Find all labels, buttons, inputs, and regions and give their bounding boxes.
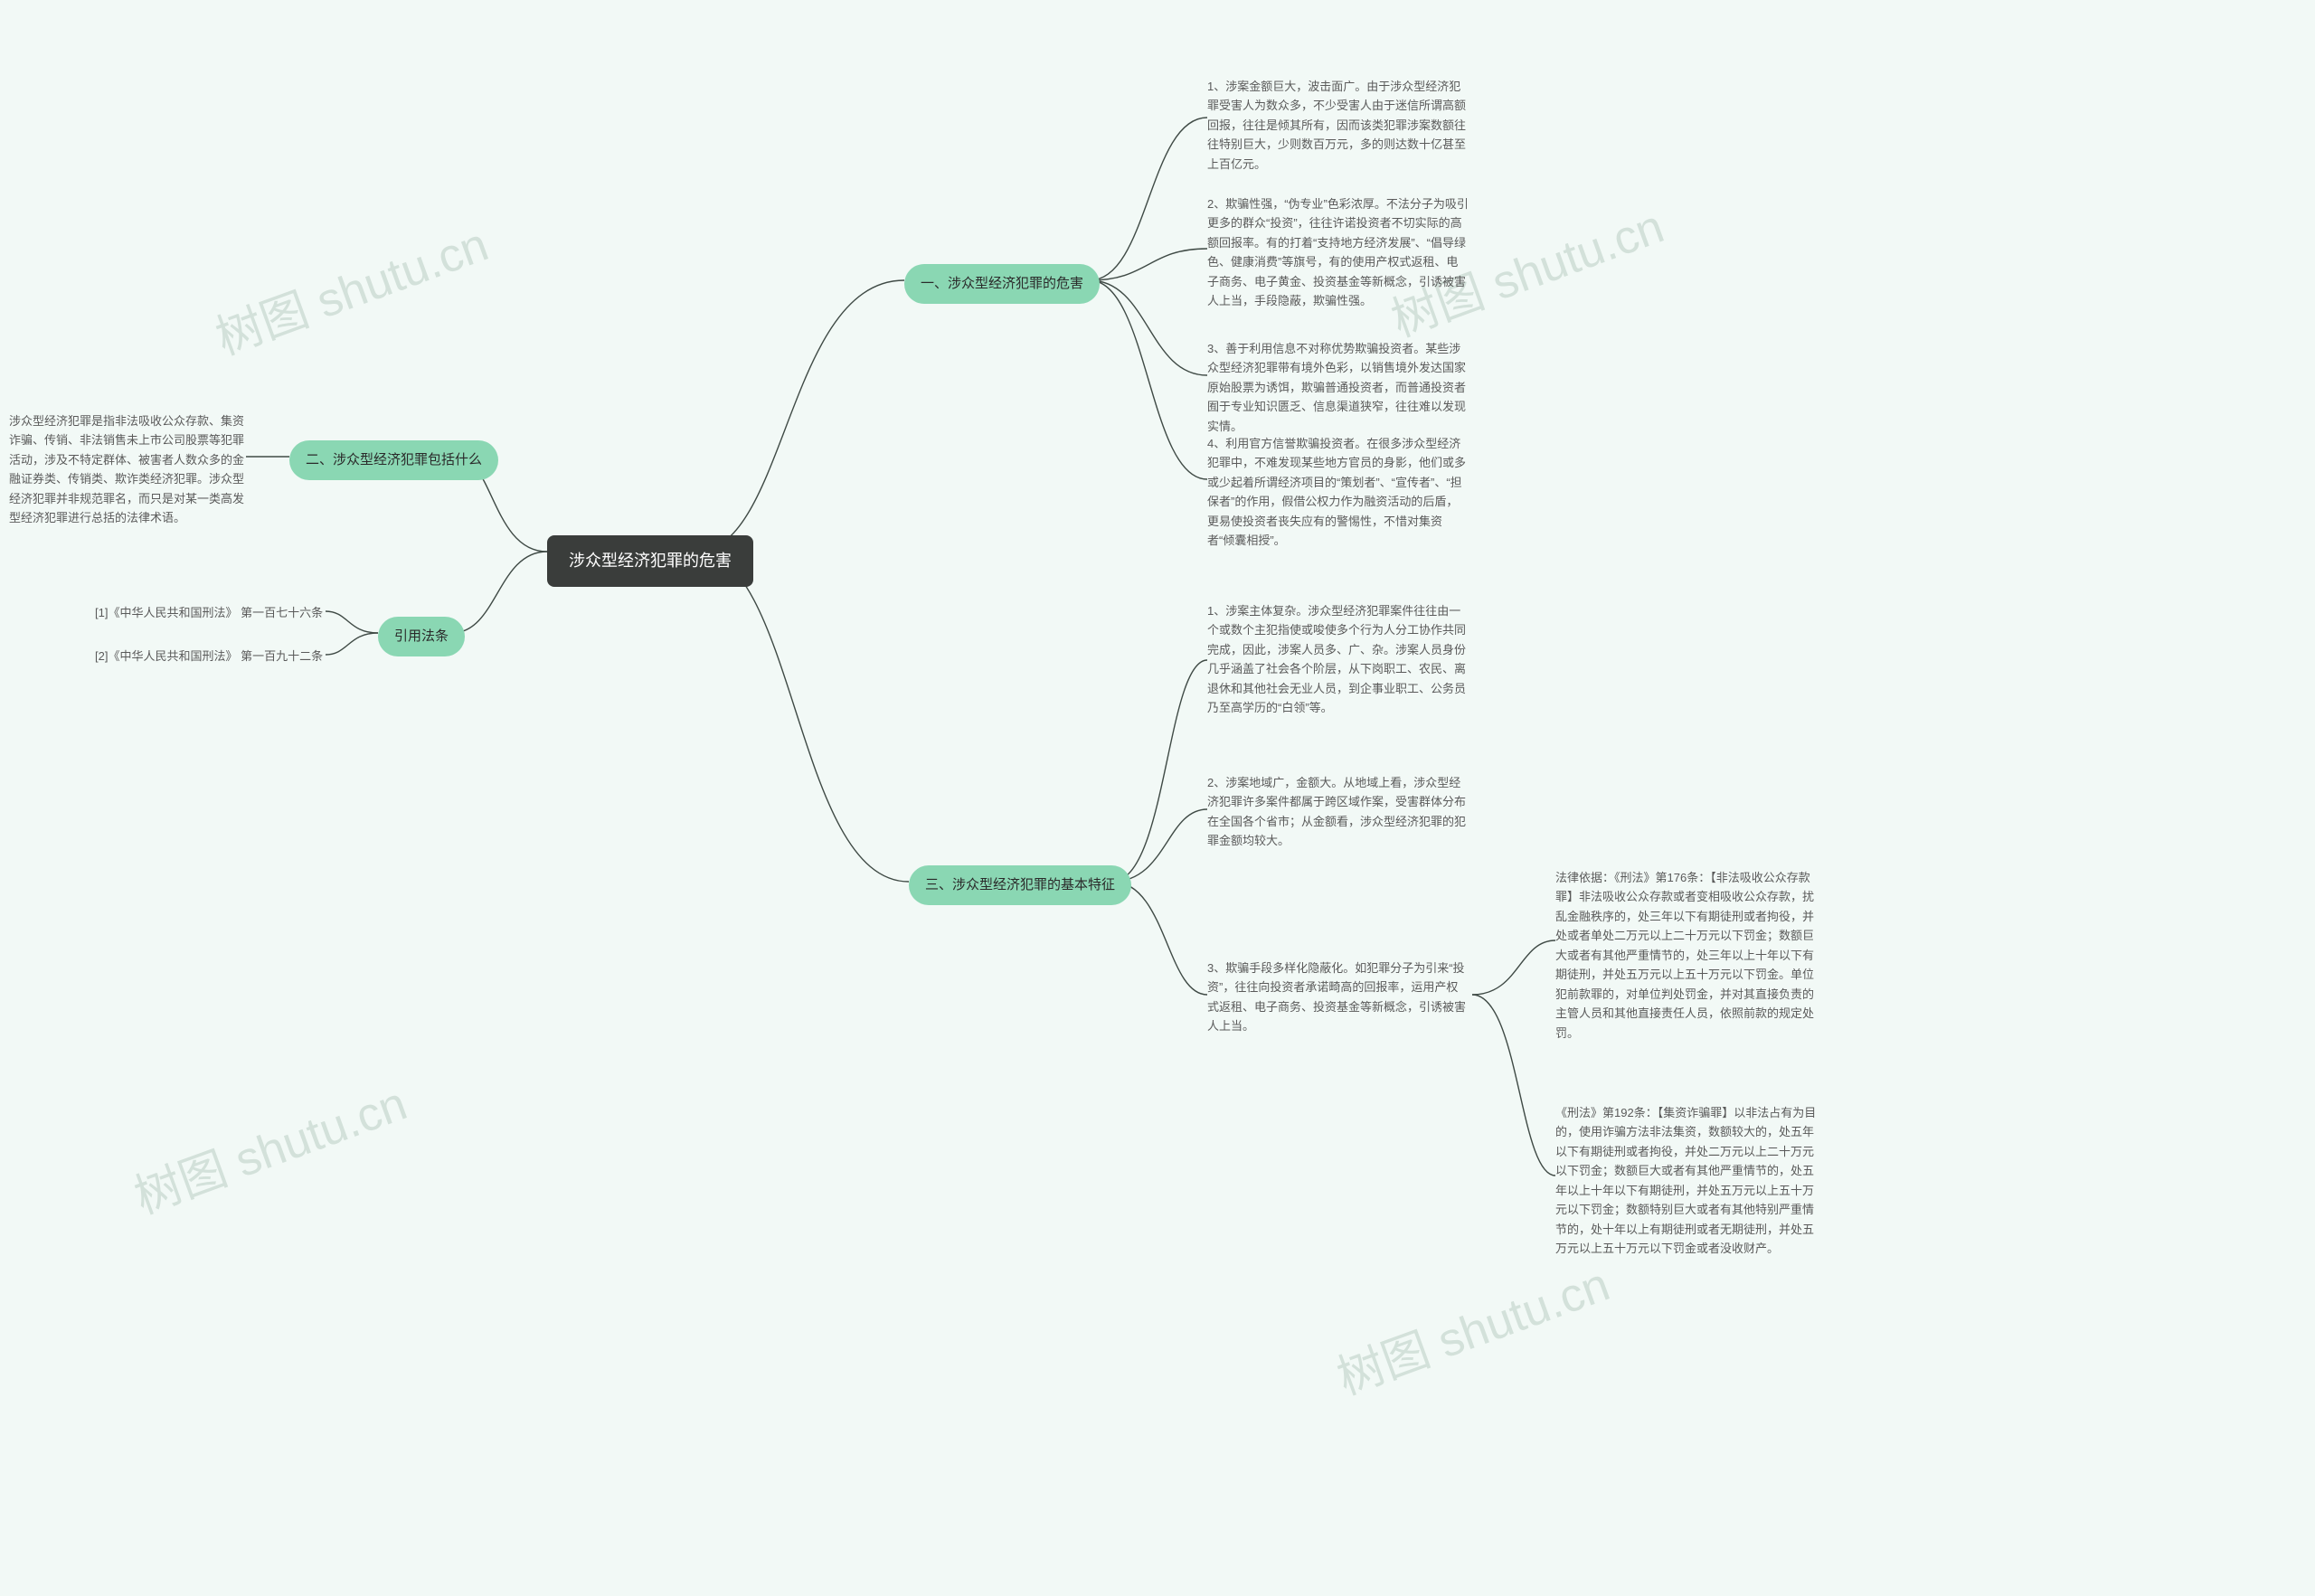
leaf-feature-1: 1、涉案主体复杂。涉众型经济犯罪案件往往由一个或数个主犯指使或唆使多个行为人分工… (1207, 601, 1469, 718)
leaf-feature-2: 2、涉案地域广，金额大。从地域上看，涉众型经济犯罪许多案件都属于跨区域作案，受害… (1207, 773, 1469, 851)
leaf-citation-1: [1]《中华人民共和国刑法》 第一百七十六条 (95, 603, 323, 622)
leaf-danger-4: 4、利用官方信誉欺骗投资者。在很多涉众型经济犯罪中，不难发现某些地方官员的身影，… (1207, 434, 1469, 551)
leaf-feature-3: 3、欺骗手段多样化隐蔽化。如犯罪分子为引来“投资”，往往向投资者承诺畸高的回报率… (1207, 959, 1469, 1036)
topic-danger[interactable]: 一、涉众型经济犯罪的危害 (904, 264, 1100, 304)
root-node[interactable]: 涉众型经济犯罪的危害 (547, 535, 753, 587)
leaf-citation-2: [2]《中华人民共和国刑法》 第一百九十二条 (95, 647, 323, 666)
watermark: 树图 shutu.cn (205, 206, 496, 367)
leaf-danger-1: 1、涉案金额巨大，波击面广。由于涉众型经济犯罪受害人为数众多，不少受害人由于迷信… (1207, 77, 1469, 174)
leaf-danger-2: 2、欺骗性强，“伪专业”色彩浓厚。不法分子为吸引更多的群众“投资”，往往许诺投资… (1207, 194, 1469, 311)
leaf-law-192: 《刑法》第192条：【集资诈骗罪】以非法占有为目的，使用诈骗方法非法集资，数额较… (1555, 1103, 1818, 1259)
watermark: 树图 shutu.cn (124, 1065, 415, 1226)
leaf-includes-detail: 涉众型经济犯罪是指非法吸收公众存款、集资诈骗、传销、非法销售未上市公司股票等犯罪… (9, 411, 249, 528)
topic-citations[interactable]: 引用法条 (378, 617, 465, 656)
connector-layer (0, 0, 2315, 1596)
watermark: 树图 shutu.cn (1327, 1246, 1618, 1407)
topic-features[interactable]: 三、涉众型经济犯罪的基本特征 (909, 865, 1131, 905)
leaf-law-176: 法律依据：《刑法》第176条：【非法吸收公众存款罪】非法吸收公众存款或者变相吸收… (1555, 868, 1818, 1043)
topic-includes[interactable]: 二、涉众型经济犯罪包括什么 (289, 440, 498, 480)
leaf-danger-3: 3、善于利用信息不对称优势欺骗投资者。某些涉众型经济犯罪带有境外色彩，以销售境外… (1207, 339, 1469, 436)
